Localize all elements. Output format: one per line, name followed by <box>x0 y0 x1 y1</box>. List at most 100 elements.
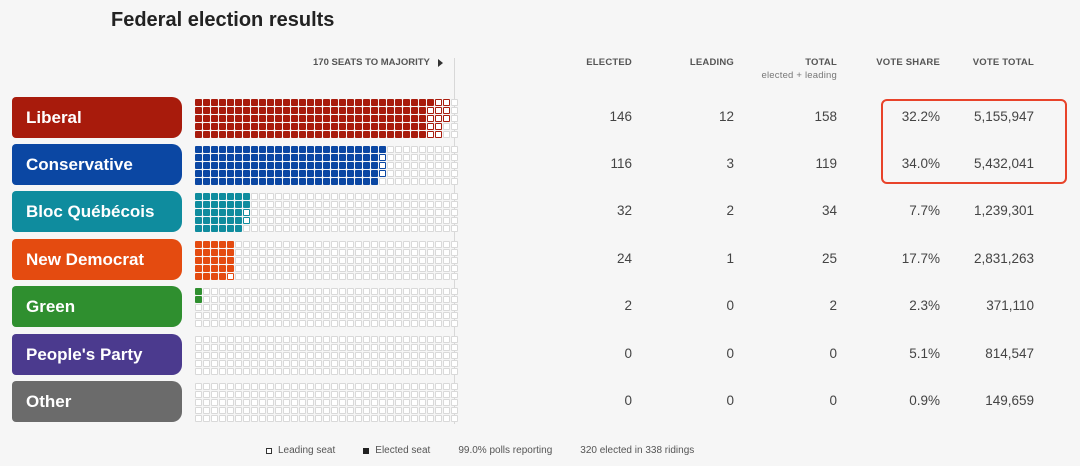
party-label[interactable]: New Democrat <box>12 239 182 280</box>
seat-cell <box>267 249 274 256</box>
seat-cell <box>419 288 426 295</box>
seat-cell <box>403 162 410 169</box>
party-label[interactable]: Bloc Québécois <box>12 191 182 232</box>
seat-cell <box>275 360 282 367</box>
seat-cell <box>347 312 354 319</box>
seat-cell <box>379 107 386 114</box>
seat-cell <box>235 352 242 359</box>
party-row[interactable]: Liberal 146 12 158 32.2% 5,155,947 <box>0 97 1080 138</box>
seat-cell <box>427 178 434 185</box>
seat-cell <box>299 131 306 138</box>
seat-cell <box>435 217 442 224</box>
seat-cell <box>331 131 338 138</box>
seat-cell <box>355 391 362 398</box>
seat-cell <box>315 99 322 106</box>
party-row[interactable]: Bloc Québécois 32 2 34 7.7% 1,239,301 <box>0 191 1080 232</box>
seat-cell <box>235 265 242 272</box>
seat-cell <box>347 249 354 256</box>
seat-cell <box>387 344 394 351</box>
total-count: 0 <box>829 346 837 361</box>
seat-cell <box>235 368 242 375</box>
seat-cell <box>291 201 298 208</box>
seat-cell <box>299 241 306 248</box>
seat-cell <box>411 241 418 248</box>
seat-cell <box>203 162 210 169</box>
seat-cell <box>331 217 338 224</box>
seat-cell <box>395 288 402 295</box>
seat-cell <box>443 146 450 153</box>
seat-cell <box>291 360 298 367</box>
seat-cell <box>371 336 378 343</box>
seat-cell <box>251 209 258 216</box>
seat-cell <box>363 99 370 106</box>
seat-cell <box>443 209 450 216</box>
seat-cell <box>339 217 346 224</box>
seat-cell <box>227 131 234 138</box>
seat-cell <box>339 312 346 319</box>
seat-cell <box>411 217 418 224</box>
seat-cell <box>443 320 450 327</box>
seat-cell <box>355 352 362 359</box>
seat-cell <box>195 107 202 114</box>
seat-cell <box>291 344 298 351</box>
seat-cell <box>307 225 314 232</box>
seat-cell <box>451 312 458 319</box>
seat-cell <box>331 115 338 122</box>
seat-cell <box>251 391 258 398</box>
seat-cell <box>195 249 202 256</box>
party-row[interactable]: Conservative 116 3 119 34.0% 5,432,041 <box>0 144 1080 185</box>
seat-cell <box>363 399 370 406</box>
seat-cell <box>387 360 394 367</box>
seat-cell <box>235 201 242 208</box>
party-label[interactable]: Other <box>12 381 182 422</box>
seat-cell <box>227 344 234 351</box>
seat-cell <box>235 344 242 351</box>
legend-leading: Leading seat <box>266 445 335 456</box>
seat-cell <box>283 336 290 343</box>
seat-cell <box>283 265 290 272</box>
seat-cell <box>451 415 458 422</box>
seat-cell <box>203 407 210 414</box>
seat-cell <box>211 123 218 130</box>
seat-cell <box>195 241 202 248</box>
seat-cell <box>451 217 458 224</box>
seat-cell <box>411 304 418 311</box>
seat-cell <box>379 154 386 161</box>
seat-cell <box>299 170 306 177</box>
seat-cell <box>363 225 370 232</box>
seat-cell <box>291 178 298 185</box>
party-row[interactable]: New Democrat 24 1 25 17.7% 2,831,263 <box>0 239 1080 280</box>
seat-cell <box>427 249 434 256</box>
seat-cell <box>419 241 426 248</box>
seat-cell <box>427 407 434 414</box>
party-label[interactable]: Green <box>12 286 182 327</box>
party-label[interactable]: Liberal <box>12 97 182 138</box>
seat-cell <box>347 273 354 280</box>
party-label[interactable]: Conservative <box>12 144 182 185</box>
seat-cell <box>403 257 410 264</box>
seat-cell <box>219 115 226 122</box>
seat-cell <box>219 415 226 422</box>
seat-cell <box>251 201 258 208</box>
header-leading: LEADING <box>689 57 734 68</box>
seat-cell <box>419 131 426 138</box>
seat-cell <box>451 193 458 200</box>
vote-total: 2,831,263 <box>973 251 1034 266</box>
party-row[interactable]: People's Party 0 0 0 5.1% 814,547 <box>0 334 1080 375</box>
seat-cell <box>347 162 354 169</box>
seat-cell <box>211 249 218 256</box>
party-row[interactable]: Green 2 0 2 2.3% 371,110 <box>0 286 1080 327</box>
seat-cell <box>259 344 266 351</box>
seat-cell <box>211 368 218 375</box>
seat-cell <box>387 162 394 169</box>
seat-cell <box>379 304 386 311</box>
seat-cell <box>259 123 266 130</box>
party-row[interactable]: Other 0 0 0 0.9% 149,659 <box>0 381 1080 422</box>
seat-cell <box>435 312 442 319</box>
seat-cell <box>227 107 234 114</box>
party-label[interactable]: People's Party <box>12 334 182 375</box>
seat-cell <box>195 123 202 130</box>
seat-cell <box>323 123 330 130</box>
seat-cell <box>259 225 266 232</box>
seat-cell <box>211 407 218 414</box>
